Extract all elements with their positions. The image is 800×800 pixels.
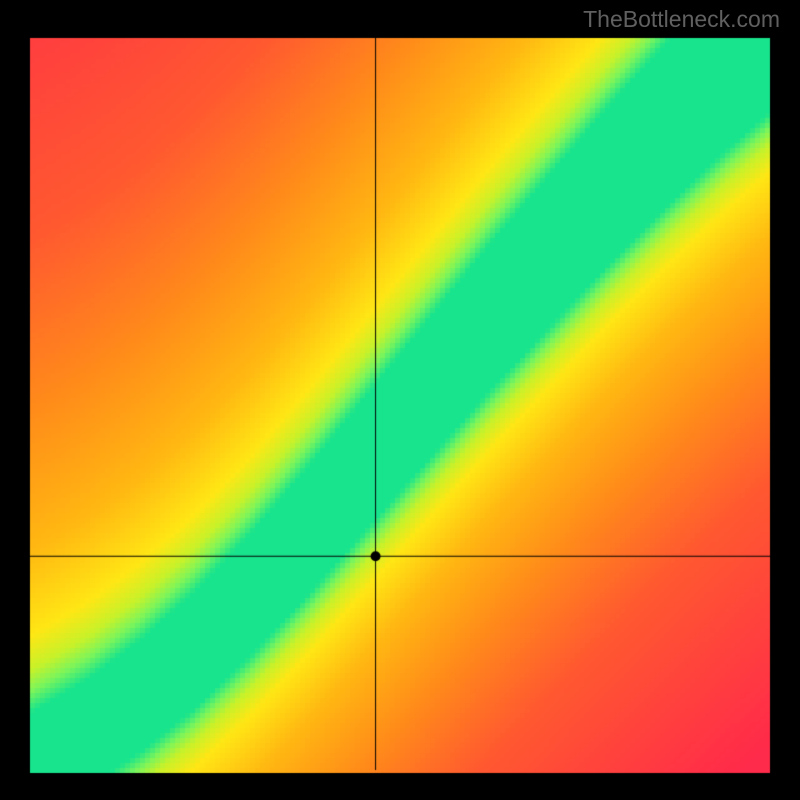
watermark-text: TheBottleneck.com	[583, 6, 780, 33]
chart-container: TheBottleneck.com	[0, 0, 800, 800]
bottleneck-heatmap	[0, 0, 800, 800]
